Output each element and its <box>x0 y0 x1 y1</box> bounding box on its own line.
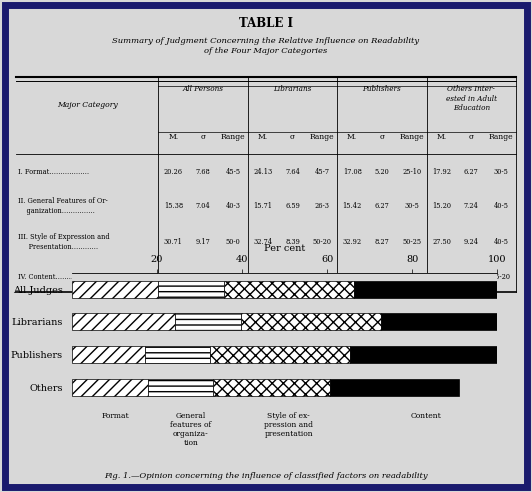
Bar <box>72 346 145 363</box>
Bar <box>210 346 350 363</box>
Bar <box>223 281 354 298</box>
Text: 45-5: 45-5 <box>226 168 240 176</box>
Text: Fig. 1.—Opinion concerning the influence of classified factors on readability: Fig. 1.—Opinion concerning the influence… <box>104 472 428 480</box>
Bar <box>72 313 174 331</box>
Text: General
features of
organiza-
tion: General features of organiza- tion <box>170 412 211 447</box>
Text: Range: Range <box>400 133 424 141</box>
Text: Major Category: Major Category <box>57 100 118 109</box>
Text: σ: σ <box>201 133 206 141</box>
Text: 50-0: 50-0 <box>226 238 240 246</box>
Text: M.: M. <box>257 133 268 141</box>
Text: 30.37: 30.37 <box>432 273 451 281</box>
Text: 45-7: 45-7 <box>315 168 330 176</box>
Text: 6.27: 6.27 <box>375 202 389 210</box>
Text: 32.74: 32.74 <box>253 238 272 246</box>
Bar <box>145 346 210 363</box>
Text: 32.92: 32.92 <box>343 238 362 246</box>
Text: 26-3: 26-3 <box>315 202 330 210</box>
Text: 75-20: 75-20 <box>492 273 511 281</box>
Text: 25-10: 25-10 <box>402 168 421 176</box>
Text: Publishers: Publishers <box>363 85 401 93</box>
Text: 8.27: 8.27 <box>375 238 389 246</box>
Text: M.: M. <box>347 133 357 141</box>
Bar <box>72 379 148 396</box>
Text: σ: σ <box>379 133 385 141</box>
Text: M.: M. <box>168 133 178 141</box>
Text: 50-10: 50-10 <box>402 273 421 281</box>
Text: 15.42: 15.42 <box>343 202 362 210</box>
Text: Range: Range <box>489 133 513 141</box>
Text: 24.13: 24.13 <box>253 168 272 176</box>
Text: 30.71: 30.71 <box>164 238 183 246</box>
Text: 50-25: 50-25 <box>402 238 421 246</box>
Text: 33.64: 33.64 <box>164 273 183 281</box>
Text: Range: Range <box>310 133 335 141</box>
Text: 40-3: 40-3 <box>226 202 240 210</box>
Text: 27.42: 27.42 <box>253 273 272 281</box>
Bar <box>174 313 242 331</box>
Text: 6.27: 6.27 <box>464 168 479 176</box>
Text: Range: Range <box>221 133 245 141</box>
Text: 50-7: 50-7 <box>315 273 330 281</box>
Text: 50-20: 50-20 <box>313 238 332 246</box>
Text: M.: M. <box>436 133 446 141</box>
Text: 30-5: 30-5 <box>494 168 509 176</box>
Text: I. Format………………: I. Format……………… <box>19 168 89 176</box>
Text: 15.71: 15.71 <box>253 202 272 210</box>
Text: 15.20: 15.20 <box>432 202 451 210</box>
Text: IV. Content………………: IV. Content……………… <box>19 273 96 281</box>
Text: 75-7: 75-7 <box>226 273 240 281</box>
Text: 9.95: 9.95 <box>285 273 300 281</box>
Text: 6.59: 6.59 <box>285 202 300 210</box>
Bar <box>381 313 497 331</box>
Text: 7.64: 7.64 <box>285 168 300 176</box>
Text: 7.24: 7.24 <box>464 202 479 210</box>
Bar <box>354 281 497 298</box>
Text: 27.50: 27.50 <box>432 238 451 246</box>
Text: Style of ex-
pression and
presentation: Style of ex- pression and presentation <box>264 412 313 438</box>
Bar <box>330 379 459 396</box>
Text: σ: σ <box>290 133 295 141</box>
Text: Librarians: Librarians <box>273 85 312 93</box>
Text: Summary of Judgment Concerning the Relative Influence on Readability
of the Four: Summary of Judgment Concerning the Relat… <box>112 37 420 55</box>
Bar <box>72 281 158 298</box>
X-axis label: Per cent: Per cent <box>264 244 305 253</box>
Text: Format: Format <box>101 412 129 420</box>
Text: II. General Features of Or-
    ganization……………: II. General Features of Or- ganization……… <box>19 197 108 215</box>
Text: 30-5: 30-5 <box>404 202 419 210</box>
Text: 12.83: 12.83 <box>372 273 392 281</box>
Text: 9.24: 9.24 <box>464 238 479 246</box>
Text: 5.20: 5.20 <box>375 168 389 176</box>
Text: 17.92: 17.92 <box>432 168 451 176</box>
Text: 7.04: 7.04 <box>196 202 211 210</box>
Text: 8.39: 8.39 <box>285 238 300 246</box>
Text: 34.58: 34.58 <box>343 273 362 281</box>
Text: 7.68: 7.68 <box>196 168 211 176</box>
Bar <box>242 313 381 331</box>
Text: 13.11: 13.11 <box>194 273 213 281</box>
Text: 12.54: 12.54 <box>462 273 481 281</box>
Bar <box>148 379 213 396</box>
Bar <box>350 346 497 363</box>
Text: 40-5: 40-5 <box>494 202 509 210</box>
Text: σ: σ <box>469 133 474 141</box>
Text: TABLE I: TABLE I <box>239 17 293 30</box>
Text: All Persons: All Persons <box>182 85 223 93</box>
Bar <box>213 379 330 396</box>
Text: 9.17: 9.17 <box>196 238 211 246</box>
Bar <box>158 281 223 298</box>
Text: 20.26: 20.26 <box>164 168 183 176</box>
Text: 40-5: 40-5 <box>494 238 509 246</box>
Text: III. Style of Expression and
     Presentation…………: III. Style of Expression and Presentatio… <box>19 233 110 251</box>
Text: 17.08: 17.08 <box>343 168 362 176</box>
Text: Others Inter-
ested in Adult
Education: Others Inter- ested in Adult Education <box>446 85 497 113</box>
Text: 15.38: 15.38 <box>164 202 183 210</box>
Text: Content: Content <box>410 412 441 420</box>
